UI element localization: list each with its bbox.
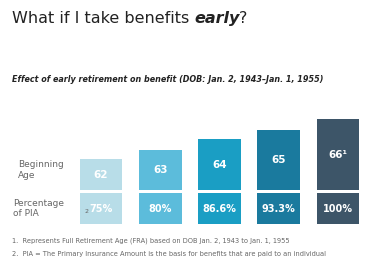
Bar	[139, 193, 182, 224]
Text: 100%: 100%	[323, 203, 353, 214]
Text: Percentage
of PIA: Percentage of PIA	[13, 199, 64, 218]
Bar	[316, 193, 359, 224]
Bar	[257, 130, 300, 190]
Text: 2: 2	[85, 209, 89, 214]
Bar	[198, 139, 241, 190]
Bar	[257, 193, 300, 224]
Text: 62: 62	[94, 170, 108, 180]
Text: 93.3%: 93.3%	[262, 203, 296, 214]
Text: 64: 64	[212, 160, 227, 170]
Text: 66¹: 66¹	[328, 150, 347, 160]
Text: 2.  PIA = The Primary Insurance Amount is the basis for benefits that are paid t: 2. PIA = The Primary Insurance Amount is…	[12, 251, 326, 256]
Text: early: early	[194, 11, 239, 26]
Text: 63: 63	[153, 165, 167, 175]
Text: 1.  Represents Full Retirement Age (FRA) based on DOB Jan. 2, 1943 to Jan. 1, 19: 1. Represents Full Retirement Age (FRA) …	[12, 237, 289, 244]
Text: Beginning
Age: Beginning Age	[18, 160, 64, 180]
Bar	[80, 193, 122, 224]
Bar	[80, 159, 122, 190]
Text: 65: 65	[271, 155, 286, 165]
Bar	[198, 193, 241, 224]
Text: What if I take benefits: What if I take benefits	[12, 11, 194, 26]
Text: ?: ?	[239, 11, 248, 26]
Text: 86.6%: 86.6%	[203, 203, 236, 214]
Text: 80%: 80%	[149, 203, 172, 214]
Text: Effect of early retirement on benefit (DOB: Jan. 2, 1943–Jan. 1, 1955): Effect of early retirement on benefit (D…	[12, 75, 323, 84]
Bar	[139, 150, 182, 190]
Text: 75%: 75%	[89, 203, 113, 214]
Bar	[316, 119, 359, 190]
